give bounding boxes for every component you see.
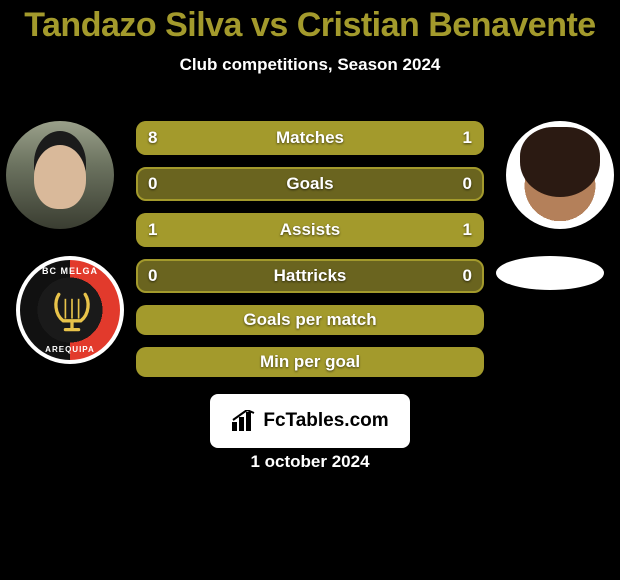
stat-value-right: 0: [463, 174, 472, 194]
stat-row-min-per-goal: Min per goal: [136, 347, 484, 377]
vs-separator: vs: [251, 6, 288, 44]
page-title: Tandazo Silva vs Cristian Benavente: [0, 0, 620, 45]
player-right-name: Cristian Benavente: [297, 6, 596, 44]
club-badge-left: BC MELGA AREQUIPA: [16, 256, 124, 364]
stat-value-left: 0: [148, 174, 157, 194]
player-right-avatar: [506, 121, 614, 229]
stat-value-right: 0: [463, 266, 472, 286]
stat-row-hattricks: 0 0 Hattricks: [136, 259, 484, 293]
stat-label: Goals per match: [243, 310, 376, 330]
stat-label: Min per goal: [260, 352, 360, 372]
player-left-name: Tandazo Silva: [24, 6, 242, 44]
club-badge-top-text: BC MELGA: [20, 266, 120, 276]
date-line: 1 october 2024: [0, 452, 620, 472]
stat-bars: 8 1 Matches 0 0 Goals 1 1 Assists 0 0 Hattricks Goal…: [136, 121, 484, 389]
lyre-icon: [50, 290, 94, 334]
club-badge-bottom-text: AREQUIPA: [20, 345, 120, 354]
stat-label: Goals: [286, 174, 333, 194]
stat-label: Matches: [276, 128, 344, 148]
stat-value-left: 0: [148, 266, 157, 286]
comparison-card: Tandazo Silva vs Cristian Benavente Club…: [0, 0, 620, 580]
stat-row-goals: 0 0 Goals: [136, 167, 484, 201]
stat-label: Hattricks: [274, 266, 347, 286]
stat-row-matches: 8 1 Matches: [136, 121, 484, 155]
source-text: FcTables.com: [263, 410, 388, 432]
stat-value-right: 1: [463, 220, 472, 240]
player-left-avatar: [6, 121, 114, 229]
source-badge: FcTables.com: [210, 394, 410, 448]
stat-row-assists: 1 1 Assists: [136, 213, 484, 247]
stat-label: Assists: [280, 220, 340, 240]
stat-value-right: 1: [463, 128, 472, 148]
club-badge-right-placeholder: [496, 256, 604, 290]
stat-value-left: 1: [148, 220, 157, 240]
chart-icon: [231, 410, 257, 432]
subtitle: Club competitions, Season 2024: [0, 55, 620, 75]
stat-value-left: 8: [148, 128, 157, 148]
stat-row-goals-per-match: Goals per match: [136, 305, 484, 335]
